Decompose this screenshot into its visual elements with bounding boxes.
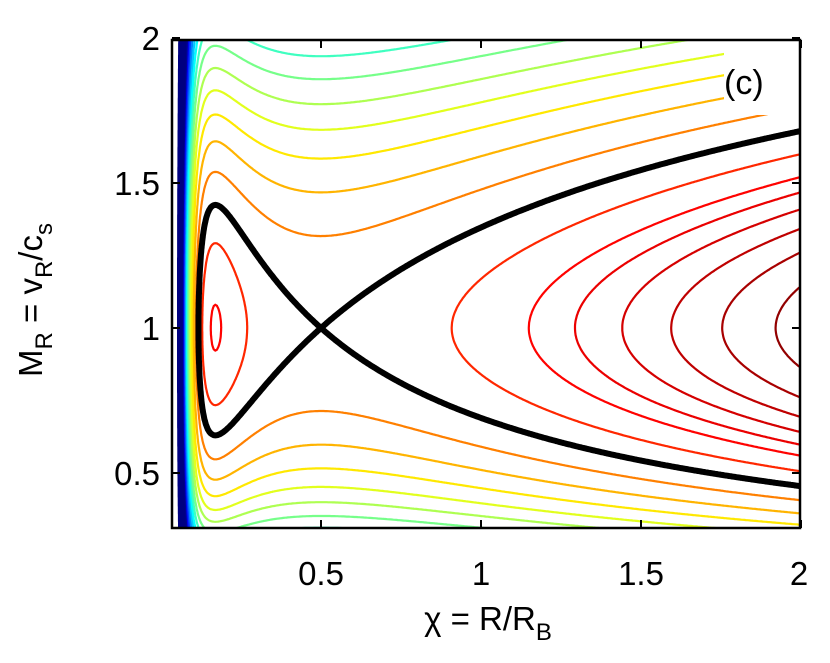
y-tick-label: 1 <box>142 310 160 347</box>
separatrix-contour <box>195 128 800 490</box>
panel-label-background <box>724 41 799 115</box>
y-axis-label: MR = vR/cs <box>12 223 58 377</box>
contour-line-22 <box>209 176 800 457</box>
contour-line-25 <box>670 227 800 418</box>
x-tick-label: 1.5 <box>618 555 664 592</box>
contour-line-24 <box>621 208 800 434</box>
x-tick-label: 2 <box>790 555 808 592</box>
contour-lines <box>177 40 800 528</box>
contour-line-16 <box>188 40 695 528</box>
contour-line-15 <box>187 40 573 528</box>
x-tick-label: 1 <box>472 555 490 592</box>
contour-line-27 <box>774 285 800 369</box>
contour-line-17 <box>189 40 800 528</box>
y-tick-label: 0.5 <box>114 455 160 492</box>
contour-line-23 <box>573 191 800 446</box>
axis-ticks <box>172 37 802 528</box>
plot-frame <box>170 38 802 530</box>
y-tick-label: 1.5 <box>114 165 160 202</box>
x-tick-label: 0.5 <box>298 555 344 592</box>
panel-label: (c) <box>724 64 764 102</box>
contour-line-13 <box>186 40 199 528</box>
contour-line-26 <box>721 251 800 399</box>
x-axis-label: χ = R/RB <box>424 600 552 646</box>
contour-line-20 <box>194 106 800 502</box>
contour-line-14 <box>186 40 458 528</box>
contour-line-21 <box>201 153 800 473</box>
y-tick-label: 2 <box>142 20 160 57</box>
